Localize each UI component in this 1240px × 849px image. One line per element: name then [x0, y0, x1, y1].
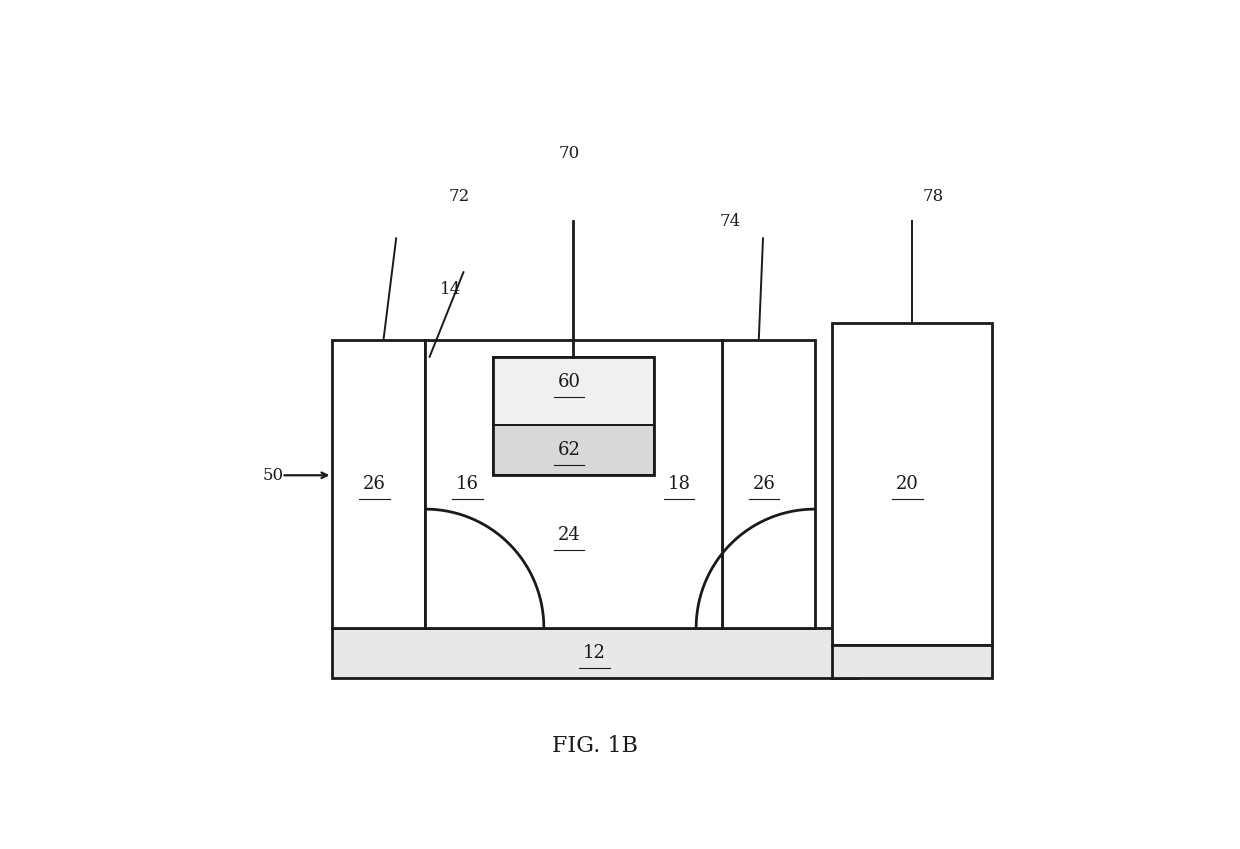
Bar — [832, 323, 992, 644]
Bar — [494, 357, 653, 424]
Bar — [494, 424, 653, 475]
Bar — [494, 357, 653, 475]
Text: 20: 20 — [897, 475, 919, 492]
Text: 50: 50 — [263, 467, 284, 484]
Text: 60: 60 — [558, 374, 580, 391]
Text: 74: 74 — [719, 213, 740, 230]
Text: 72: 72 — [449, 188, 470, 205]
Bar — [425, 340, 722, 627]
Text: 78: 78 — [923, 188, 944, 205]
Text: 16: 16 — [456, 475, 479, 492]
Bar — [332, 627, 857, 678]
Text: 12: 12 — [583, 644, 606, 662]
Text: 26: 26 — [363, 475, 386, 492]
Bar — [832, 644, 992, 678]
Text: 70: 70 — [558, 145, 580, 162]
Text: FIG. 1B: FIG. 1B — [552, 735, 637, 757]
Text: 26: 26 — [753, 475, 775, 492]
Text: 18: 18 — [667, 475, 691, 492]
Bar — [722, 340, 815, 627]
Text: 24: 24 — [558, 526, 580, 543]
Text: 14: 14 — [440, 281, 461, 298]
Text: 62: 62 — [558, 441, 580, 459]
Bar — [332, 340, 425, 627]
